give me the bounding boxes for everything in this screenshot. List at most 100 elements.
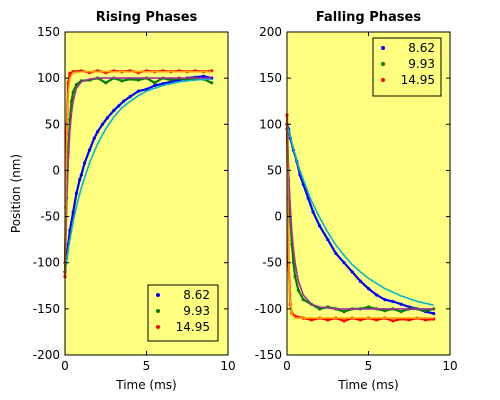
rising-phases-chart: -200 -150 -100 -50 0 50 100 150 0 5 10 Rising Phas…	[9, 10, 236, 392]
y-tick-label: -150	[255, 348, 282, 362]
data-point	[301, 298, 305, 302]
y-tick-label: -150	[33, 302, 60, 316]
data-point	[136, 89, 140, 93]
y-axis-label: Position (nm)	[9, 154, 23, 233]
y-tick-label: 150	[259, 71, 282, 85]
data-point	[399, 302, 403, 306]
data-point	[318, 307, 322, 311]
legend-marker	[381, 78, 385, 82]
y-tick-label: 0	[52, 163, 60, 177]
y-tick-label: 100	[37, 71, 60, 85]
data-point	[201, 74, 206, 78]
data-point	[383, 298, 387, 302]
data-point	[136, 78, 140, 82]
y-tick-label: 100	[259, 117, 282, 131]
legend-marker	[381, 62, 385, 66]
data-point	[153, 81, 157, 85]
data-point	[122, 99, 126, 103]
legend-label: 8.62	[183, 288, 210, 302]
series-fit-line	[286, 124, 434, 306]
y-tick-label: 50	[267, 163, 282, 177]
data-point	[153, 83, 157, 88]
data-point	[350, 270, 354, 274]
y-tick-label: 50	[45, 117, 60, 131]
data-point	[309, 318, 313, 322]
data-point	[128, 95, 132, 99]
legend-label: 14.95	[176, 320, 210, 334]
data-point	[71, 90, 75, 94]
data-point	[96, 130, 100, 134]
data-point	[306, 196, 310, 200]
data-point	[68, 71, 72, 76]
data-point	[383, 309, 387, 313]
data-point	[391, 319, 395, 323]
y-tick-label: -200	[33, 348, 60, 362]
data-point	[105, 116, 109, 120]
x-tick-label: 10	[442, 359, 457, 373]
data-point	[296, 288, 300, 292]
data-point	[169, 78, 173, 82]
data-point	[366, 305, 371, 309]
data-point	[71, 210, 75, 214]
x-axis-label: Time (ms)	[115, 378, 177, 392]
legend-label: 8.62	[408, 41, 435, 55]
y-tick-label: 150	[37, 25, 60, 39]
data-point	[432, 311, 436, 316]
x-axis-label: Time (ms)	[337, 378, 399, 392]
data-point	[375, 293, 379, 297]
x-tick-label: 10	[220, 359, 235, 373]
data-point	[342, 310, 346, 314]
data-point	[375, 318, 379, 322]
y-tick-label: -50	[40, 210, 60, 224]
data-point	[423, 318, 428, 322]
data-point	[74, 191, 78, 196]
legend-marker	[156, 309, 160, 313]
data-point	[326, 238, 330, 242]
series-fit-line	[286, 115, 434, 319]
y-tick-label: 0	[274, 210, 282, 224]
data-point	[342, 319, 346, 323]
data-point	[87, 148, 92, 152]
falling-phases-chart: -150 -100 -50 0 50 100 150 200 0 5 10 Falling Phas…	[255, 10, 458, 392]
data-point	[399, 310, 403, 314]
legend: 8.62 9.93 14.95	[147, 284, 219, 342]
data-point	[358, 318, 362, 322]
legend-label: 9.93	[183, 304, 210, 318]
y-tick-label: -50	[262, 256, 282, 270]
legend-label: 14.95	[401, 73, 435, 87]
data-point	[423, 309, 428, 313]
data-point	[83, 161, 87, 165]
legend-label: 9.93	[408, 57, 435, 71]
series-data-line	[63, 75, 212, 273]
data-point	[120, 79, 124, 83]
x-tick-label: 0	[283, 359, 291, 373]
data-point	[112, 108, 116, 112]
legend-marker	[156, 325, 160, 329]
data-point	[334, 251, 338, 256]
data-point	[358, 279, 362, 283]
data-point	[407, 318, 411, 322]
data-point	[342, 261, 346, 265]
data-point	[391, 299, 395, 304]
data-point	[366, 287, 371, 291]
data-point	[311, 210, 315, 214]
y-tick-label: -100	[255, 302, 282, 316]
chart-title: Rising Phases	[96, 10, 198, 25]
series-fit-line	[64, 78, 212, 273]
x-tick-label: 0	[61, 359, 69, 373]
y-tick-label: 200	[259, 25, 282, 39]
data-point	[318, 224, 322, 228]
chart-title: Falling Phases	[316, 10, 421, 25]
data-point	[117, 104, 121, 108]
x-tick-label: 5	[143, 359, 151, 373]
data-point	[293, 275, 297, 279]
data-point	[78, 178, 82, 182]
data-point	[79, 173, 83, 177]
y-tick-label: -100	[33, 256, 60, 270]
series-fit-line	[64, 70, 212, 277]
data-point	[92, 136, 96, 140]
legend: 8.62 9.93 14.95	[372, 37, 442, 97]
data-point	[74, 83, 78, 87]
series-fit-line	[286, 128, 434, 310]
